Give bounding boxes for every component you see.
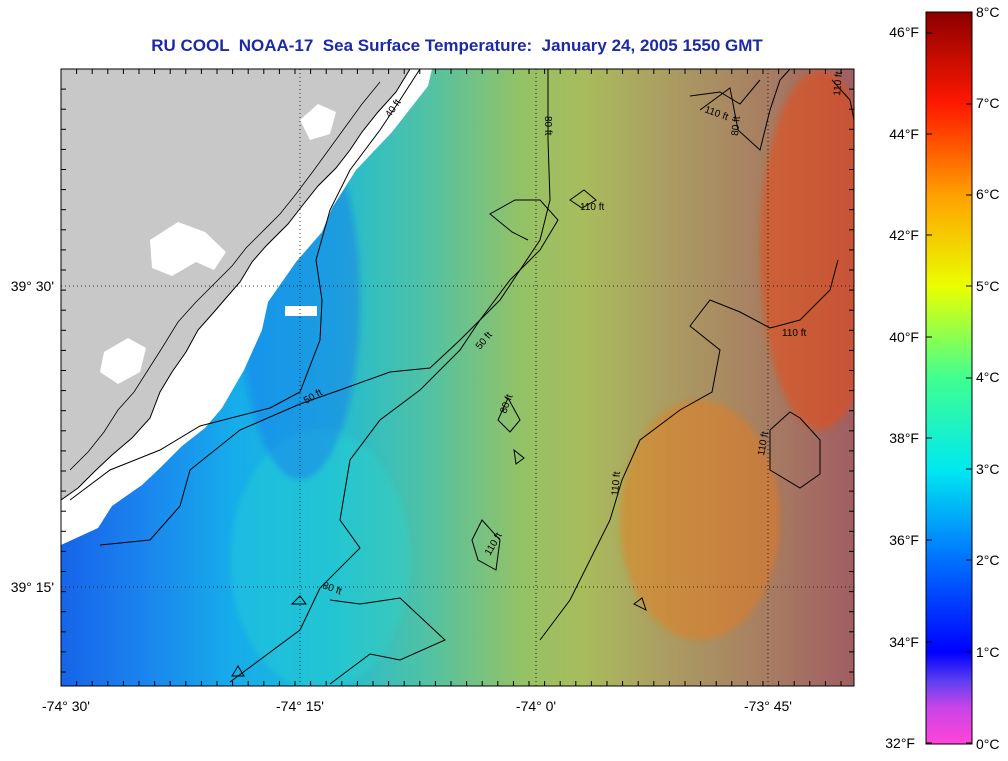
marsh-area (300, 104, 336, 140)
f-label: 44°F (889, 126, 919, 142)
contour-label: 80 ft (730, 116, 743, 137)
colorbar (926, 12, 972, 744)
lon-tick-label: -73° 45' (744, 698, 792, 714)
lat-tick-label: 39° 15' (11, 579, 54, 595)
land (61, 69, 410, 500)
inner-coastline (69, 81, 381, 471)
c-label: 2°C (976, 552, 1000, 568)
f-label: 40°F (889, 329, 919, 345)
contour-label: 110 ft (782, 328, 806, 339)
lon-tick-label: -74° 0' (516, 698, 556, 714)
contour-110ft-loop (769, 411, 821, 489)
f-label: 42°F (889, 227, 919, 243)
map-frame (60, 68, 855, 687)
contour-80ft-small-d (231, 665, 245, 677)
axis-labels: -74° 30' -74° 15' -74° 0' -73° 45' 39° 3… (11, 278, 792, 714)
contour-80ft-small-b (513, 448, 525, 465)
frame-ticks (60, 68, 854, 686)
contour-50ft (99, 69, 551, 546)
contour-80ft-small (497, 396, 521, 433)
c-label: 1°C (976, 644, 1000, 660)
contour-label: 110 ft (756, 430, 771, 456)
f-label: 46°F (889, 24, 919, 40)
c-label: 3°C (976, 461, 1000, 477)
c-label: 5°C (976, 278, 1000, 294)
contour-110ft-small-b (471, 519, 501, 571)
cloud-patch (285, 306, 317, 316)
f-label: 34°F (889, 634, 919, 650)
contour-label: 110 ft (832, 71, 845, 96)
contour-110ft-north (689, 79, 761, 105)
contour-label: 80 ft (542, 116, 553, 136)
colorbar-labels: 46°F 44°F 42°F 40°F 38°F 36°F 34°F 32°F … (885, 4, 999, 752)
contour-110ft (539, 259, 839, 641)
contour-80ft-b (329, 597, 446, 685)
f-label: 38°F (889, 430, 919, 446)
c-label: 4°C (976, 369, 1000, 385)
coastline (61, 69, 411, 501)
contour-40ft (69, 69, 421, 501)
marsh-area (100, 338, 146, 384)
contour-110ft-small (569, 189, 597, 209)
map-title: RU COOL NOAA-17 Sea Surface Temperature:… (151, 36, 763, 55)
lon-tick-label: -74° 15' (276, 698, 324, 714)
contour-80ft (229, 199, 559, 683)
bay-area (150, 222, 226, 276)
graticule (61, 69, 854, 686)
contour-label: 110 ft (580, 202, 604, 213)
depth-contours (69, 69, 854, 685)
lon-tick-label: -74° 30' (42, 698, 90, 714)
f-label: 32°F (885, 735, 915, 751)
c-label: 8°C (976, 4, 1000, 20)
c-label: 0°C (976, 736, 1000, 752)
contour-110ft-small-c (633, 597, 647, 611)
f-label: 36°F (889, 532, 919, 548)
contour-80ft-north (699, 69, 791, 151)
colorbar-ticks (926, 11, 972, 744)
c-label: 7°C (976, 95, 1000, 111)
contour-110ft-ne (831, 79, 854, 121)
contour-80ft-small-c (290, 595, 307, 605)
lat-tick-label: 39° 30' (11, 278, 54, 294)
contour-label: 110 ft (610, 471, 623, 496)
c-label: 6°C (976, 186, 1000, 202)
